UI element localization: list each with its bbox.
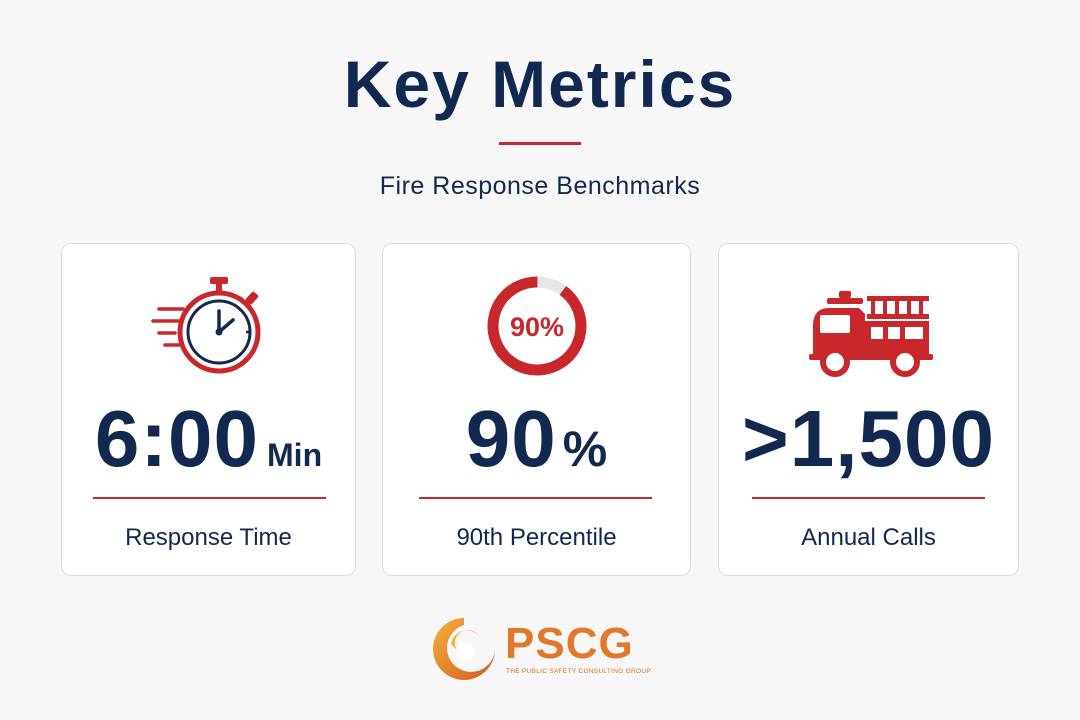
metric-number: 90 bbox=[465, 394, 557, 483]
metric-value: 90% bbox=[383, 394, 690, 507]
pscg-logo: PSCG THE PUBLIC SAFETY CONSULTING GROUP bbox=[429, 612, 659, 684]
stopwatch-icon bbox=[62, 274, 355, 379]
card-divider bbox=[752, 497, 985, 499]
metric-number: 6:00 bbox=[94, 394, 260, 483]
metric-card-response-time: 6:00 Min Response Time bbox=[61, 243, 356, 576]
metric-number: >1,500 bbox=[742, 394, 995, 483]
title-divider bbox=[499, 142, 581, 145]
metric-unit: Min bbox=[267, 437, 323, 473]
progress-ring-icon: 90% bbox=[383, 274, 690, 379]
metric-unit: % bbox=[562, 421, 608, 477]
metric-card-annual-calls: >1,500 Annual Calls bbox=[718, 243, 1019, 576]
metric-card-percentile: 90% 90% 90th Percentile bbox=[382, 243, 691, 576]
page-title: Key Metrics bbox=[343, 47, 737, 121]
metric-label: Annual Calls bbox=[801, 524, 936, 551]
fire-truck-icon bbox=[719, 274, 1018, 379]
metric-value: 6:00 Min bbox=[62, 394, 355, 507]
page-subtitle: Fire Response Benchmarks bbox=[379, 172, 701, 200]
metric-value: >1,500 bbox=[719, 394, 1018, 507]
card-divider bbox=[93, 497, 326, 499]
ring-label: 90% bbox=[509, 312, 563, 342]
metric-label: 90th Percentile bbox=[456, 524, 617, 551]
card-divider bbox=[419, 497, 652, 499]
logo-swirl-icon bbox=[429, 614, 499, 684]
logo-tagline: THE PUBLIC SAFETY CONSULTING GROUP bbox=[506, 668, 652, 675]
metric-label: Response Time bbox=[125, 524, 292, 551]
logo-wordmark: PSCG bbox=[505, 619, 634, 668]
